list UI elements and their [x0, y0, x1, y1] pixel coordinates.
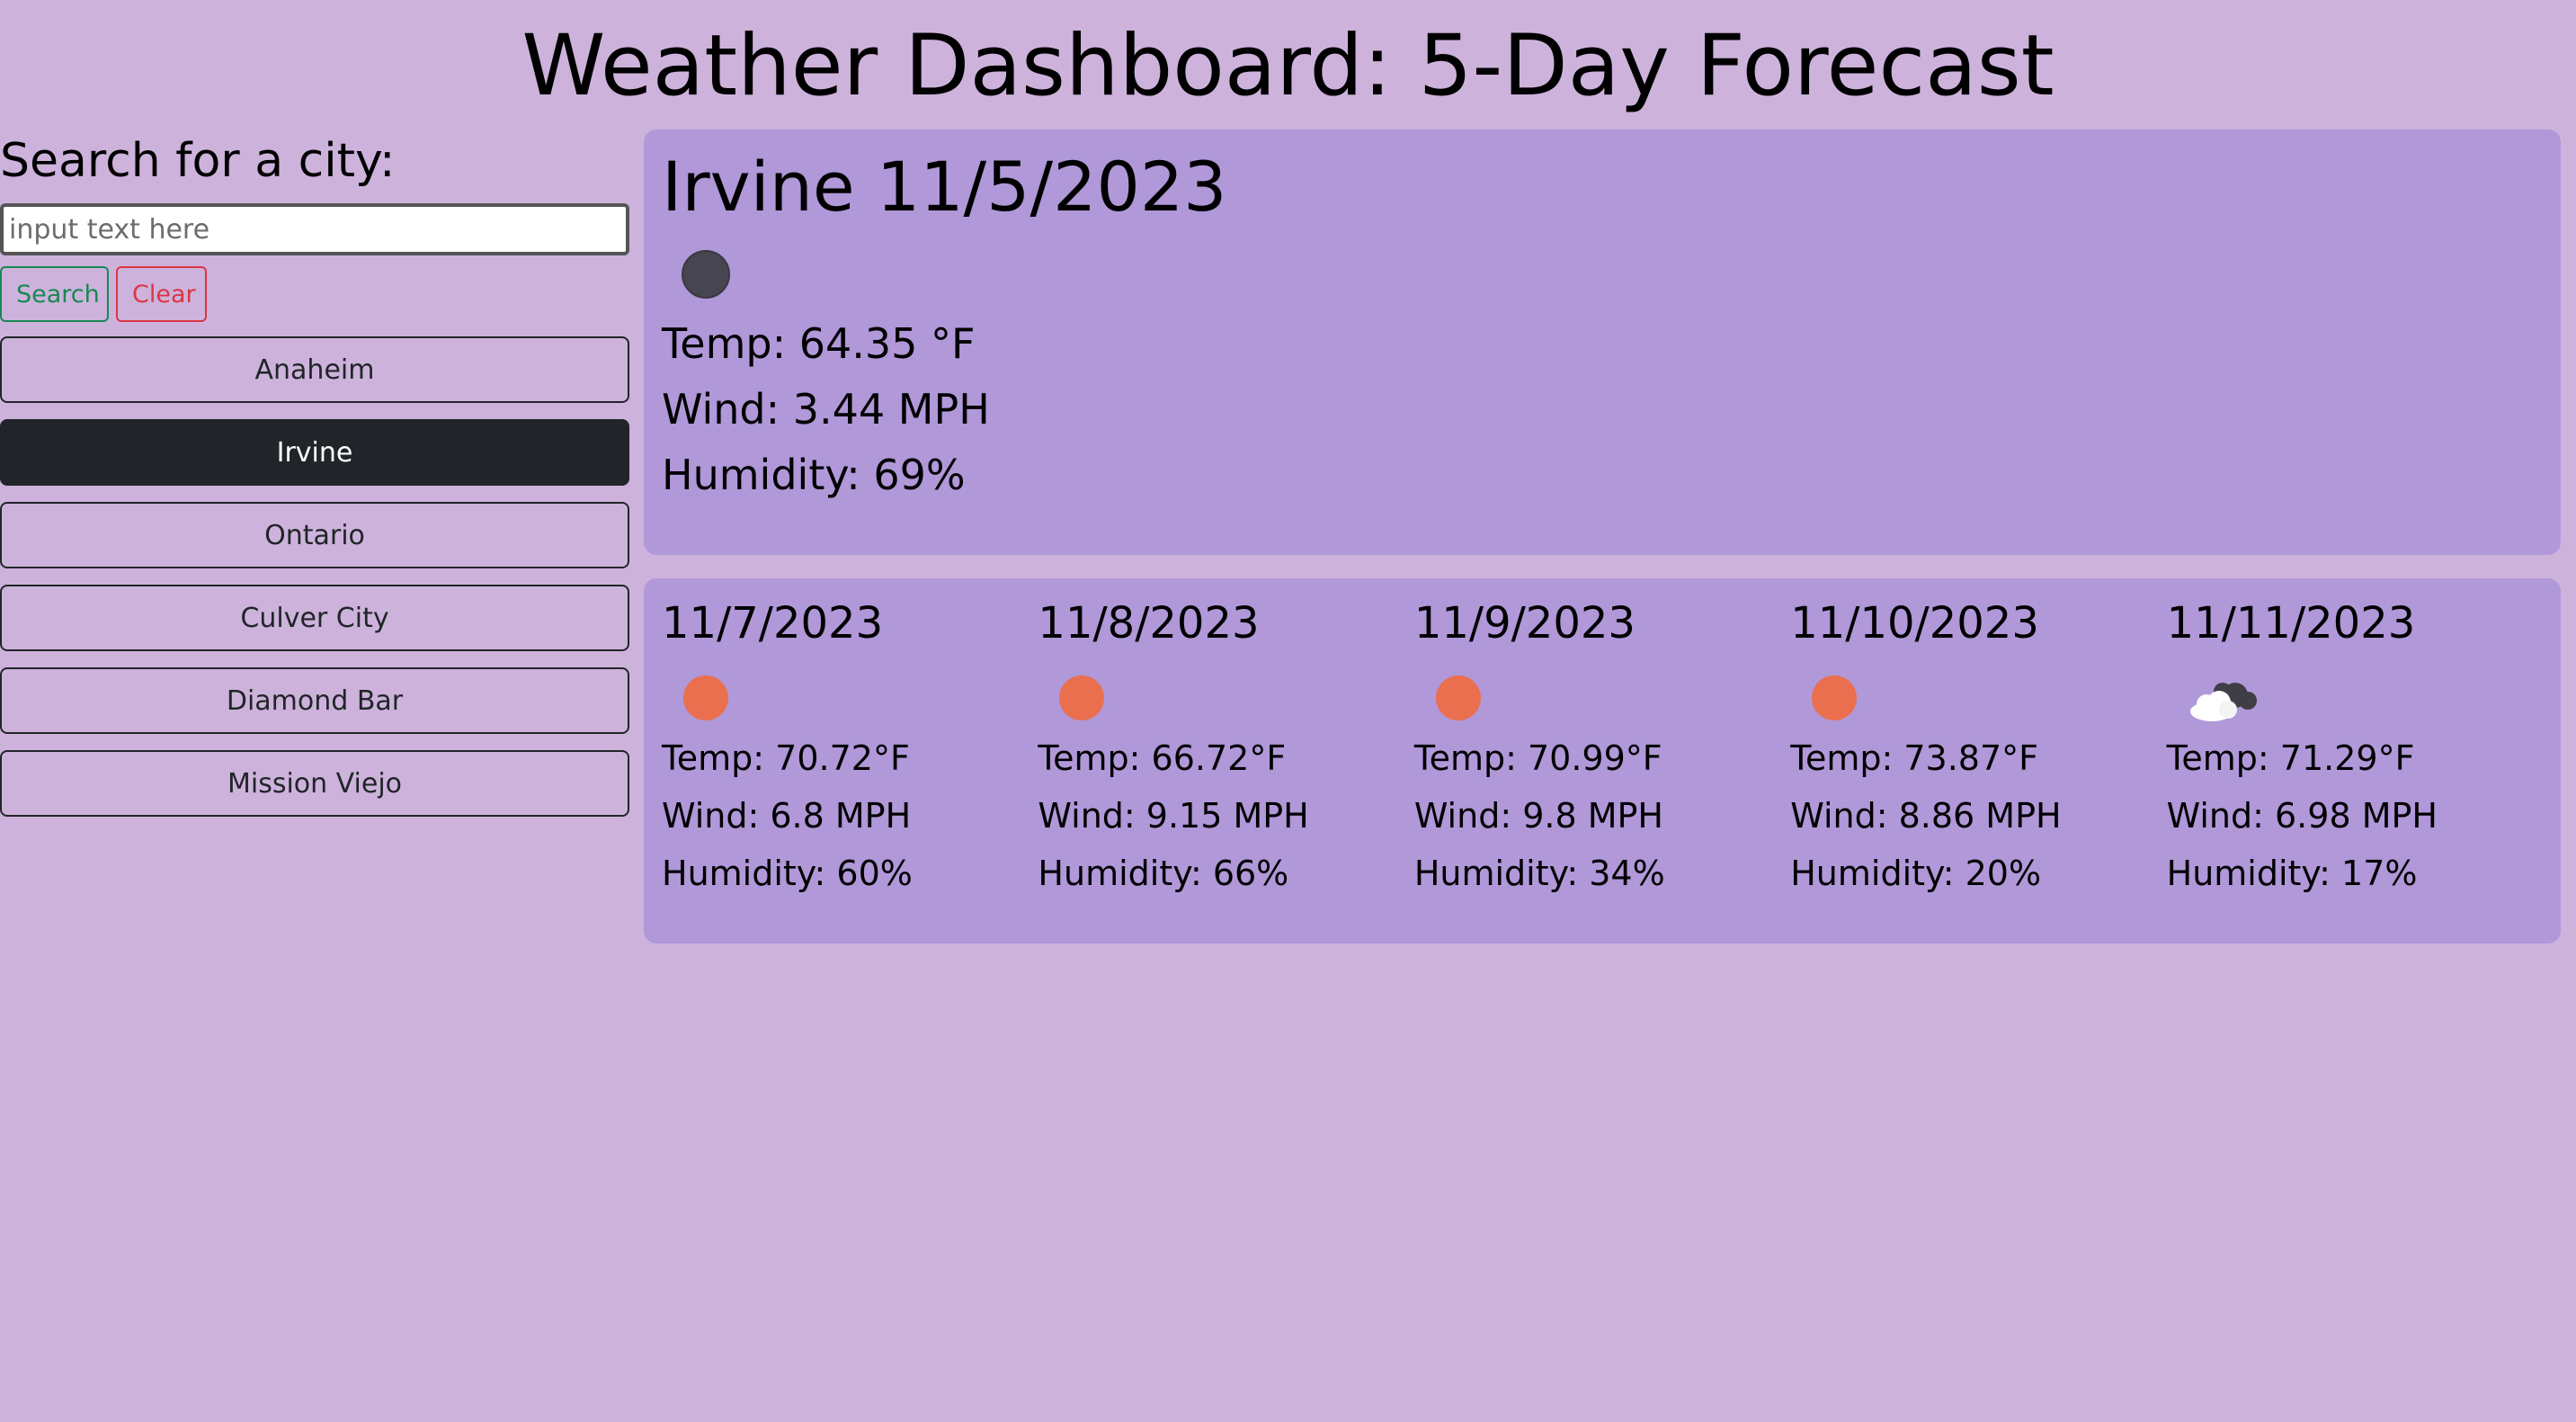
forecast-wind: Wind: 9.15 MPH	[1038, 796, 1309, 836]
forecast-date: 11/11/2023	[2166, 598, 2416, 648]
forecast-day: 11/8/2023 Temp: 66.72°F Wind: 9.15 MPH H…	[1038, 596, 1413, 926]
sun-icon	[1812, 675, 1858, 720]
forecast-day: 11/7/2023 Temp: 70.72°F Wind: 6.8 MPH Hu…	[662, 596, 1038, 926]
current-humidity: Humidity: 69%	[662, 451, 966, 499]
forecast-humidity: Humidity: 34%	[1413, 854, 1665, 893]
forecast-humidity: Humidity: 17%	[2166, 854, 2418, 893]
history-button-diamond-bar[interactable]: Diamond Bar	[0, 667, 629, 734]
forecast-day: 11/9/2023 Temp: 70.99°F Wind: 9.8 MPH Hu…	[1414, 596, 1790, 926]
sun-icon	[683, 675, 728, 720]
forecast-wind: Wind: 6.8 MPH	[662, 796, 912, 836]
search-button-row: Search Clear	[0, 266, 629, 322]
forecast-wind: Wind: 8.86 MPH	[1790, 796, 2062, 836]
forecast-day: 11/11/2023 Temp: 71.29°F Wind: 6.98 MPH …	[2167, 596, 2543, 926]
forecast-details: Temp: 73.87°F Wind: 8.86 MPH Humidity: 2…	[1790, 729, 2166, 902]
forecast-temp: Temp: 66.72°F	[1038, 738, 1287, 778]
cloud-icon	[2188, 675, 2257, 721]
search-input[interactable]	[0, 203, 629, 255]
forecast-details: Temp: 66.72°F Wind: 9.15 MPH Humidity: 6…	[1038, 729, 1413, 902]
forecast-date: 11/10/2023	[1790, 598, 2039, 648]
current-wind: Wind: 3.44 MPH	[662, 385, 990, 434]
forecast-details: Temp: 70.99°F Wind: 9.8 MPH Humidity: 34…	[1414, 729, 1790, 902]
cloud-icon-graphic	[2189, 683, 2257, 721]
clear-button[interactable]: Clear	[116, 266, 207, 322]
page-title: Weather Dashboard: 5-Day Forecast	[521, 17, 2055, 115]
current-city-date: Irvine 11/5/2023	[662, 147, 1227, 227]
current-weather-details: Temp: 64.35 °F Wind: 3.44 MPH Humidity: …	[662, 311, 2543, 508]
search-button[interactable]: Search	[0, 266, 109, 322]
forecast-temp: Temp: 73.87°F	[1790, 738, 2039, 778]
forecast-details: Temp: 70.72°F Wind: 6.8 MPH Humidity: 60…	[662, 729, 1038, 902]
forecast-wind: Wind: 6.98 MPH	[2166, 796, 2438, 836]
history-button-ontario[interactable]: Ontario	[0, 502, 629, 568]
forecast-humidity: Humidity: 60%	[662, 854, 913, 893]
sun-icon	[1059, 675, 1105, 720]
forecast-date: 11/9/2023	[1413, 598, 1636, 648]
five-day-forecast: 11/7/2023 Temp: 70.72°F Wind: 6.8 MPH Hu…	[644, 578, 2561, 944]
forecast-date: 11/8/2023	[1038, 598, 1260, 648]
sidebar: Search for a city: Search Clear Anaheim …	[0, 130, 629, 817]
search-history: Anaheim Irvine Ontario Culver City Diamo…	[0, 336, 629, 817]
sun-icon	[1435, 675, 1481, 720]
history-button-mission-viejo[interactable]: Mission Viejo	[0, 750, 629, 817]
forecast-temp: Temp: 70.99°F	[1413, 738, 1662, 778]
forecast-humidity: Humidity: 66%	[1038, 854, 1289, 893]
forecast-details: Temp: 71.29°F Wind: 6.98 MPH Humidity: 1…	[2167, 729, 2543, 902]
forecast-temp: Temp: 70.72°F	[662, 738, 910, 778]
forecast-date: 11/7/2023	[662, 598, 884, 648]
current-weather-card: Irvine 11/5/2023 Temp: 64.35 °F Wind: 3.…	[644, 130, 2561, 555]
history-button-culver-city[interactable]: Culver City	[0, 585, 629, 651]
forecast-day: 11/10/2023 Temp: 73.87°F Wind: 8.86 MPH …	[1790, 596, 2166, 926]
current-temp: Temp: 64.35 °F	[662, 319, 976, 368]
forecast-humidity: Humidity: 20%	[1790, 854, 2042, 893]
forecast-wind: Wind: 9.8 MPH	[1413, 796, 1663, 836]
search-heading: Search for a city:	[0, 134, 396, 188]
history-button-anaheim[interactable]: Anaheim	[0, 336, 629, 403]
forecast-temp: Temp: 71.29°F	[2166, 738, 2415, 778]
moon-icon	[682, 250, 730, 299]
history-button-irvine[interactable]: Irvine	[0, 419, 629, 486]
